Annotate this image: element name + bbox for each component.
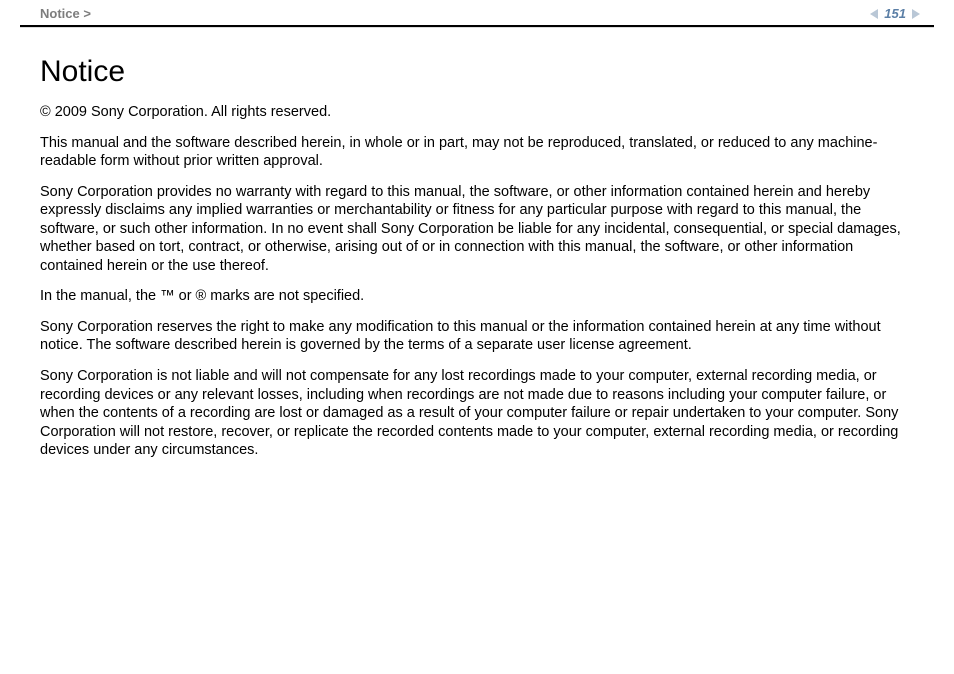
breadcrumb[interactable]: Notice > (40, 6, 91, 21)
document-page: Notice > 151 Notice © 2009 Sony Corporat… (0, 0, 954, 674)
paragraph: This manual and the software described h… (40, 134, 914, 171)
paragraph: Sony Corporation provides no warranty wi… (40, 183, 914, 276)
document-content: Notice © 2009 Sony Corporation. All righ… (0, 27, 954, 460)
paragraph: © 2009 Sony Corporation. All rights rese… (40, 103, 914, 122)
page-number: 151 (884, 6, 906, 21)
page-header: Notice > 151 (0, 0, 954, 25)
paragraph: In the manual, the ™ or ® marks are not … (40, 287, 914, 306)
paragraph: Sony Corporation is not liable and will … (40, 367, 914, 460)
prev-page-icon[interactable] (870, 9, 878, 19)
page-title: Notice (40, 55, 914, 89)
next-page-icon[interactable] (912, 9, 920, 19)
paragraph: Sony Corporation reserves the right to m… (40, 318, 914, 355)
page-navigator: 151 (870, 6, 920, 21)
